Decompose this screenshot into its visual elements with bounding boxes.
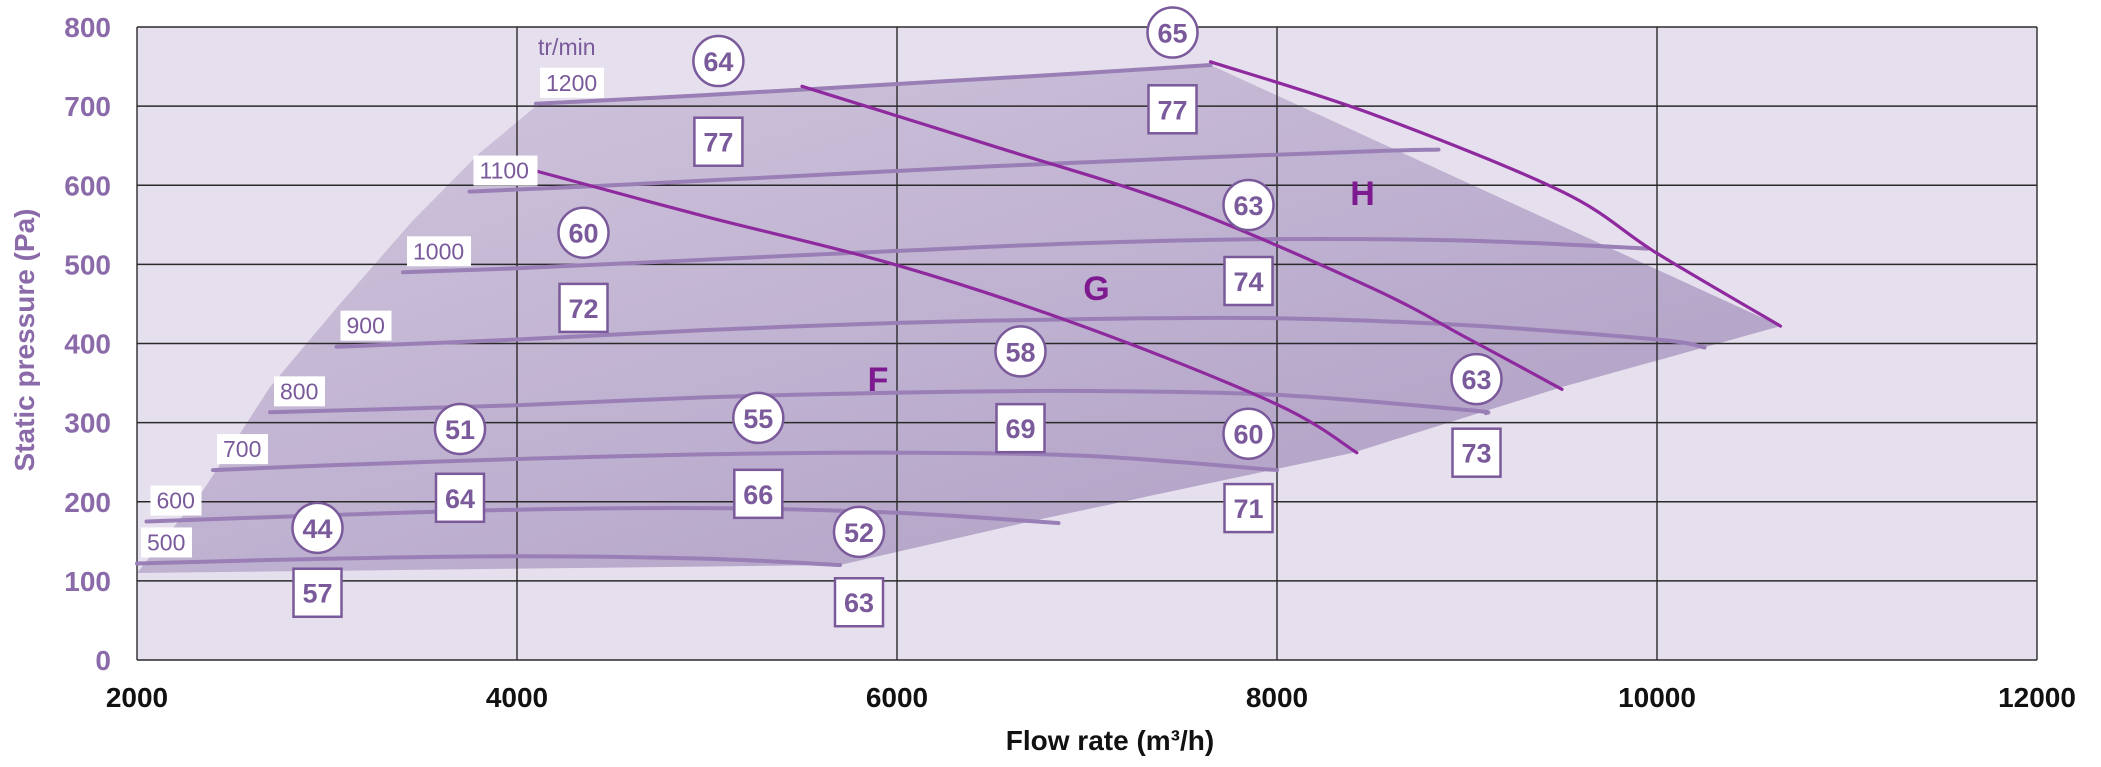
y-tick-label: 700 — [64, 91, 111, 122]
model-label-G: G — [1083, 270, 1109, 308]
y-tick-label: 800 — [64, 12, 111, 43]
circle-marker-value: 52 — [844, 518, 874, 548]
axis-ticks: 0 100 200 300 400 500 600 700 800 2000 4000 6000 800… — [64, 12, 2076, 713]
square-marker — [292, 567, 343, 618]
square-marker-value: 66 — [743, 480, 773, 510]
speed-label-box — [274, 376, 325, 407]
circle-marker-value: 64 — [703, 47, 733, 77]
square-marker — [1147, 84, 1198, 135]
model-curve-H — [1208, 60, 1783, 328]
square-marker — [693, 116, 744, 167]
square-marker-value: 69 — [1005, 414, 1035, 444]
square-marker-value: 64 — [445, 484, 475, 514]
x-tick-label: 10000 — [1618, 682, 1696, 713]
circle-marker — [732, 391, 785, 445]
square-marker-value: 63 — [844, 588, 874, 618]
circle-marker — [433, 402, 487, 456]
circle-marker — [832, 505, 886, 559]
circle-marker-value: 58 — [1005, 337, 1035, 367]
square-marker-value: 77 — [703, 128, 733, 158]
circle-marker-value: 65 — [1157, 19, 1187, 49]
x-tick-label: 12000 — [1998, 682, 2076, 713]
circle-marker — [1450, 352, 1503, 406]
speed-curve-700 — [211, 450, 1279, 473]
square-marker — [434, 472, 486, 524]
square-marker-value: 77 — [1157, 95, 1187, 125]
circle-marker — [557, 206, 610, 259]
square-marker-value: 72 — [568, 294, 598, 324]
speed-label: 800 — [280, 378, 318, 404]
y-tick-label: 300 — [64, 408, 111, 439]
square-marker-value: 57 — [302, 579, 332, 609]
circle-marker — [1222, 178, 1275, 232]
speed-curve-800 — [268, 388, 1491, 416]
speed-label-box — [141, 527, 192, 558]
y-tick-label: 600 — [64, 170, 111, 201]
square-marker — [995, 402, 1046, 454]
speed-label-box — [217, 434, 268, 465]
circle-marker — [291, 501, 344, 555]
model-curve-G — [800, 84, 1564, 391]
square-marker-value: 74 — [1233, 267, 1263, 297]
model-curve-F — [534, 169, 1359, 455]
circle-marker — [692, 34, 745, 88]
square-marker-value: 73 — [1461, 439, 1491, 469]
circle-marker — [994, 325, 1047, 378]
x-tick-label: 8000 — [1246, 682, 1308, 713]
speed-unit-label: tr/min — [538, 34, 596, 60]
speed-label: 1000 — [413, 238, 464, 264]
speed-label: 600 — [157, 488, 195, 514]
x-axis-title: Flow rate (m³/h) — [1006, 725, 1214, 756]
speed-label: 1100 — [480, 158, 529, 184]
circle-marker — [1146, 6, 1199, 59]
y-tick-label: 100 — [64, 566, 111, 597]
speed-label-box — [340, 310, 392, 341]
model-label-F: F — [868, 361, 889, 399]
speed-label: 1200 — [546, 70, 597, 96]
model-label-H: H — [1350, 175, 1375, 213]
square-marker — [833, 576, 885, 628]
speed-curve-1100 — [467, 147, 1441, 194]
y-tick-label: 400 — [64, 329, 111, 360]
speed-label-box — [150, 485, 202, 516]
speed-label-box — [407, 236, 471, 267]
x-tick-label: 4000 — [486, 682, 548, 713]
circle-marker — [1222, 407, 1275, 460]
square-marker — [1223, 255, 1274, 307]
y-tick-label: 500 — [64, 249, 111, 280]
circle-marker-value: 60 — [1233, 420, 1263, 450]
square-marker — [558, 282, 609, 334]
grid-lines — [136, 26, 2038, 661]
y-tick-label: 200 — [64, 487, 111, 518]
model-curves — [534, 60, 1783, 455]
speed-label-box — [473, 155, 538, 186]
circle-marker-value: 60 — [568, 219, 598, 249]
speed-label-box — [540, 67, 604, 98]
circle-marker-value: 51 — [445, 415, 475, 445]
speed-curve-1200 — [534, 63, 1213, 106]
square-marker — [1451, 427, 1502, 478]
speed-curve-1000 — [401, 236, 1650, 275]
y-axis-title: Static pressure (Pa) — [9, 209, 40, 472]
square-marker — [733, 468, 784, 520]
x-tick-label: 6000 — [866, 682, 928, 713]
speed-labels: 500 600 700 800 900 1000 1100 1200 — [141, 67, 604, 558]
x-tick-label: 2000 — [106, 682, 168, 713]
operating-envelope — [137, 65, 1781, 573]
model-labels: F G H — [868, 175, 1375, 399]
circle-marker-value: 55 — [743, 404, 773, 434]
square-marker — [1223, 482, 1274, 534]
speed-label: 700 — [223, 436, 261, 462]
circle-marker-value: 63 — [1233, 191, 1263, 221]
speed-label: 500 — [147, 529, 185, 555]
square-marker-value: 71 — [1233, 494, 1263, 524]
circle-marker-value: 63 — [1461, 365, 1491, 395]
speed-label: 900 — [347, 313, 385, 339]
speed-curve-500 — [135, 554, 842, 567]
y-tick-label: 0 — [95, 645, 111, 676]
circle-marker-value: 44 — [302, 514, 332, 544]
acoustic-markers: 44 51 60 64 55 52 58 65 63 60 63 57 64 72 77 66 63 69 77 74… — [291, 6, 1503, 628]
